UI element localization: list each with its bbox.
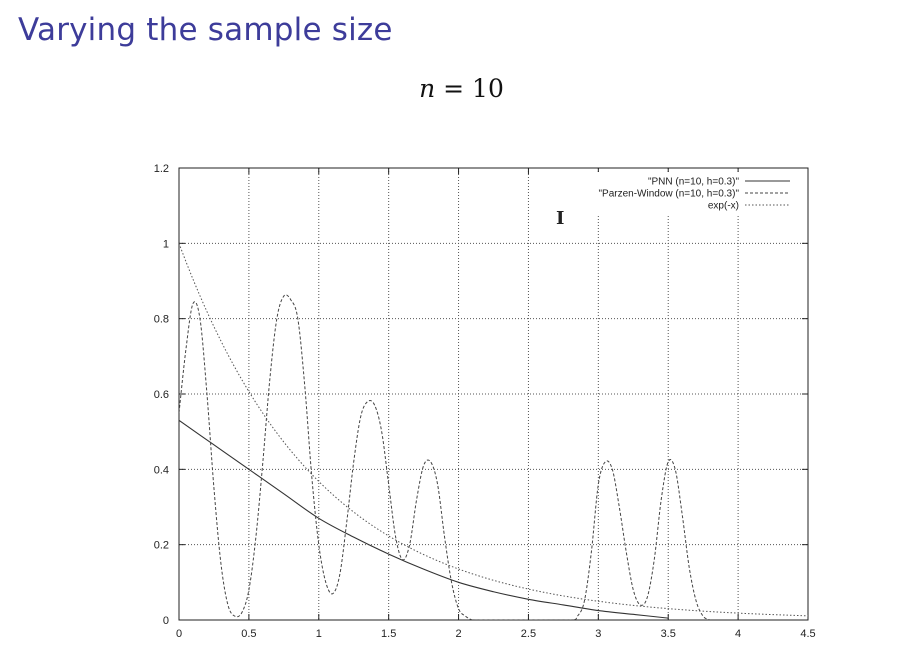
slide-subtitle: n = 10 [0, 74, 923, 103]
slide-title: Varying the sample size [18, 12, 393, 48]
y-tick-label: 0.2 [154, 540, 169, 552]
x-tick-label: 4 [735, 628, 741, 640]
x-tick-label: 4.5 [800, 628, 815, 640]
legend-label-0: "PNN (n=10, h=0.3)" [648, 177, 739, 188]
legend-label-1: "Parzen-Window (n=10, h=0.3)" [598, 189, 739, 200]
subtitle-variable: n [419, 74, 436, 103]
subtitle-value: = 10 [435, 74, 504, 103]
x-tick-label: 3 [595, 628, 601, 640]
x-tick-label: 3.5 [661, 628, 676, 640]
y-tick-label: 0 [163, 615, 169, 627]
y-tick-label: 0.6 [154, 389, 169, 401]
series-line-0 [179, 419, 669, 619]
x-tick-label: 0 [176, 628, 182, 640]
x-tick-label: 2.5 [521, 628, 536, 640]
text-cursor-icon: I [556, 208, 565, 229]
series-line-2 [179, 243, 808, 617]
x-tick-label: 1.5 [381, 628, 396, 640]
y-tick-label: 1.2 [154, 163, 169, 175]
y-tick-label: 0.4 [154, 464, 169, 476]
x-tick-label: 2 [455, 628, 461, 640]
y-tick-label: 1 [163, 238, 169, 250]
series-line-1 [179, 294, 711, 620]
legend-label-2: exp(-x) [708, 201, 739, 212]
x-tick-label: 1 [316, 628, 322, 640]
x-tick-label: 0.5 [241, 628, 256, 640]
y-tick-label: 0.8 [154, 314, 169, 326]
